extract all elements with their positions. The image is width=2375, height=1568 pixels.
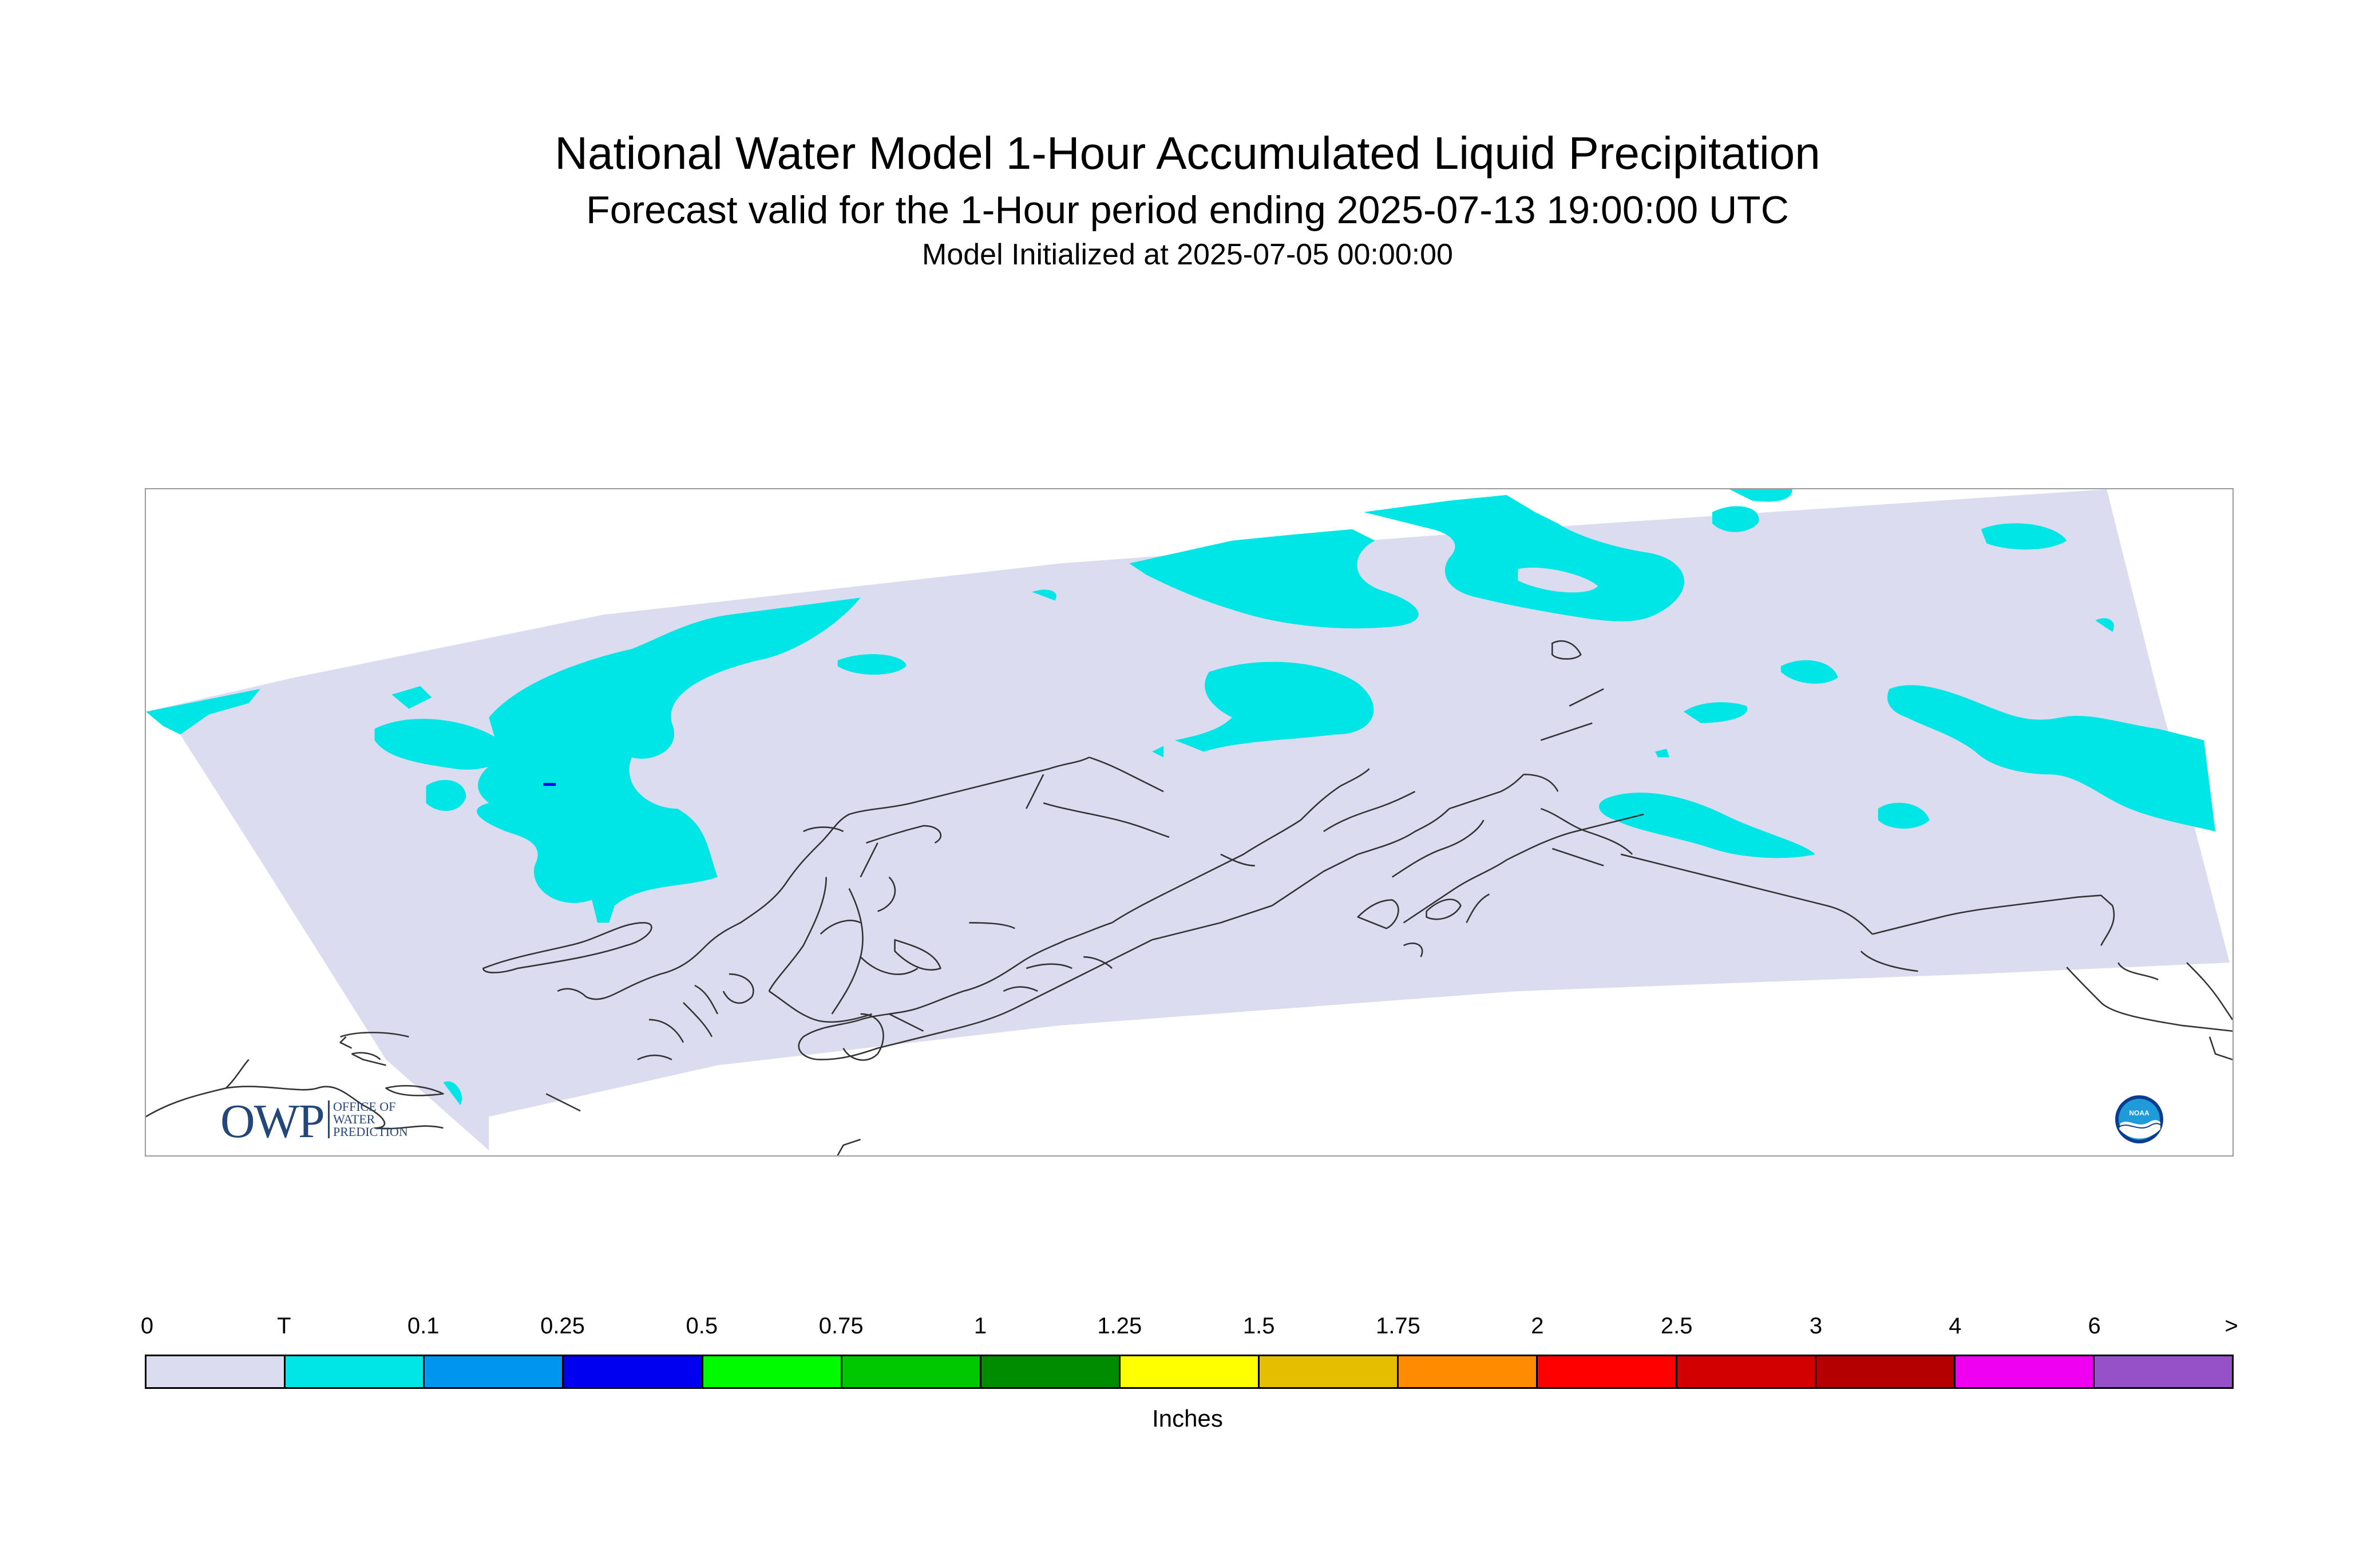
map-panel: OWP OFFICE OF WATER PREDICTION NOAA [145,488,2234,1157]
noaa-logo: NOAA [2115,1095,2163,1143]
legend-tick-label: T [277,1313,291,1339]
legend-tick-label: 2.5 [1660,1313,1693,1339]
legend-swatch [564,1356,703,1387]
legend-tick-label: 1.25 [1097,1313,1142,1339]
legend-color-bar [145,1355,2234,1389]
legend-swatch [1677,1356,1816,1387]
legend-swatch [286,1356,425,1387]
map-title: National Water Model 1-Hour Accumulated … [555,128,1820,179]
legend-swatch [2094,1356,2232,1387]
legend-swatch [147,1356,286,1387]
trace-precip-areas [146,489,2216,1106]
legend-tick-label: 1.5 [1242,1313,1275,1339]
legend-swatch [1399,1356,1538,1387]
legend-tick-label: 0.75 [818,1313,864,1339]
legend-tick-label: > [2224,1313,2238,1339]
legend-swatch [1955,1356,2095,1387]
precipitation-map [146,489,2232,1155]
model-initialized-line: Model Initialized at 2025-07-05 00:00:00 [922,238,1453,271]
legend-swatch [1538,1356,1677,1387]
coastline [146,640,2232,1155]
legend-tick-label: 0.5 [686,1313,718,1339]
owp-logo-line1: OFFICE OF [333,1099,396,1114]
legend-swatch [842,1356,981,1387]
forecast-valid-subtitle: Forecast valid for the 1-Hour period end… [586,188,1789,232]
owp-logo: OWP OFFICE OF WATER PREDICTION [220,1096,461,1147]
legend-tick-label: 0 [140,1313,154,1339]
legend-swatch [703,1356,842,1387]
legend-tick-label: 1.75 [1376,1313,1420,1339]
outside-domain-lower-left [146,706,495,1155]
legend-tick-label: 0.25 [540,1313,585,1339]
legend-tick-labels: 0 T 0.1 0.25 0.5 0.75 1 1.25 1.5 1.75 2 2.5 3 4 6 > [141,1313,2238,1348]
owp-logo-line2: WATER [333,1112,375,1126]
owp-logo-letters: OWP [220,1095,325,1148]
noaa-logo-text: NOAA [2129,1109,2150,1117]
legend-tick-label: 3 [1809,1313,1823,1339]
light-precip-spot [543,783,556,786]
legend-tick-label: 1 [973,1313,987,1339]
legend-swatch [981,1356,1121,1387]
legend-swatch [1120,1356,1260,1387]
legend-tick-label: 6 [2088,1313,2101,1339]
outside-domain-right [2107,489,2232,966]
owp-logo-line3: PREDICTION [333,1124,408,1139]
legend-tick-label: 4 [1949,1313,1962,1339]
legend-units-label: Inches [1152,1405,1223,1432]
legend-swatch [1816,1356,1956,1387]
legend-swatch [425,1356,564,1387]
legend-swatch [1260,1356,1399,1387]
owp-logo-subtitle: OFFICE OF WATER PREDICTION [328,1100,408,1138]
legend-tick-label: 2 [1531,1313,1544,1339]
legend-tick-label: 0.1 [407,1313,440,1339]
